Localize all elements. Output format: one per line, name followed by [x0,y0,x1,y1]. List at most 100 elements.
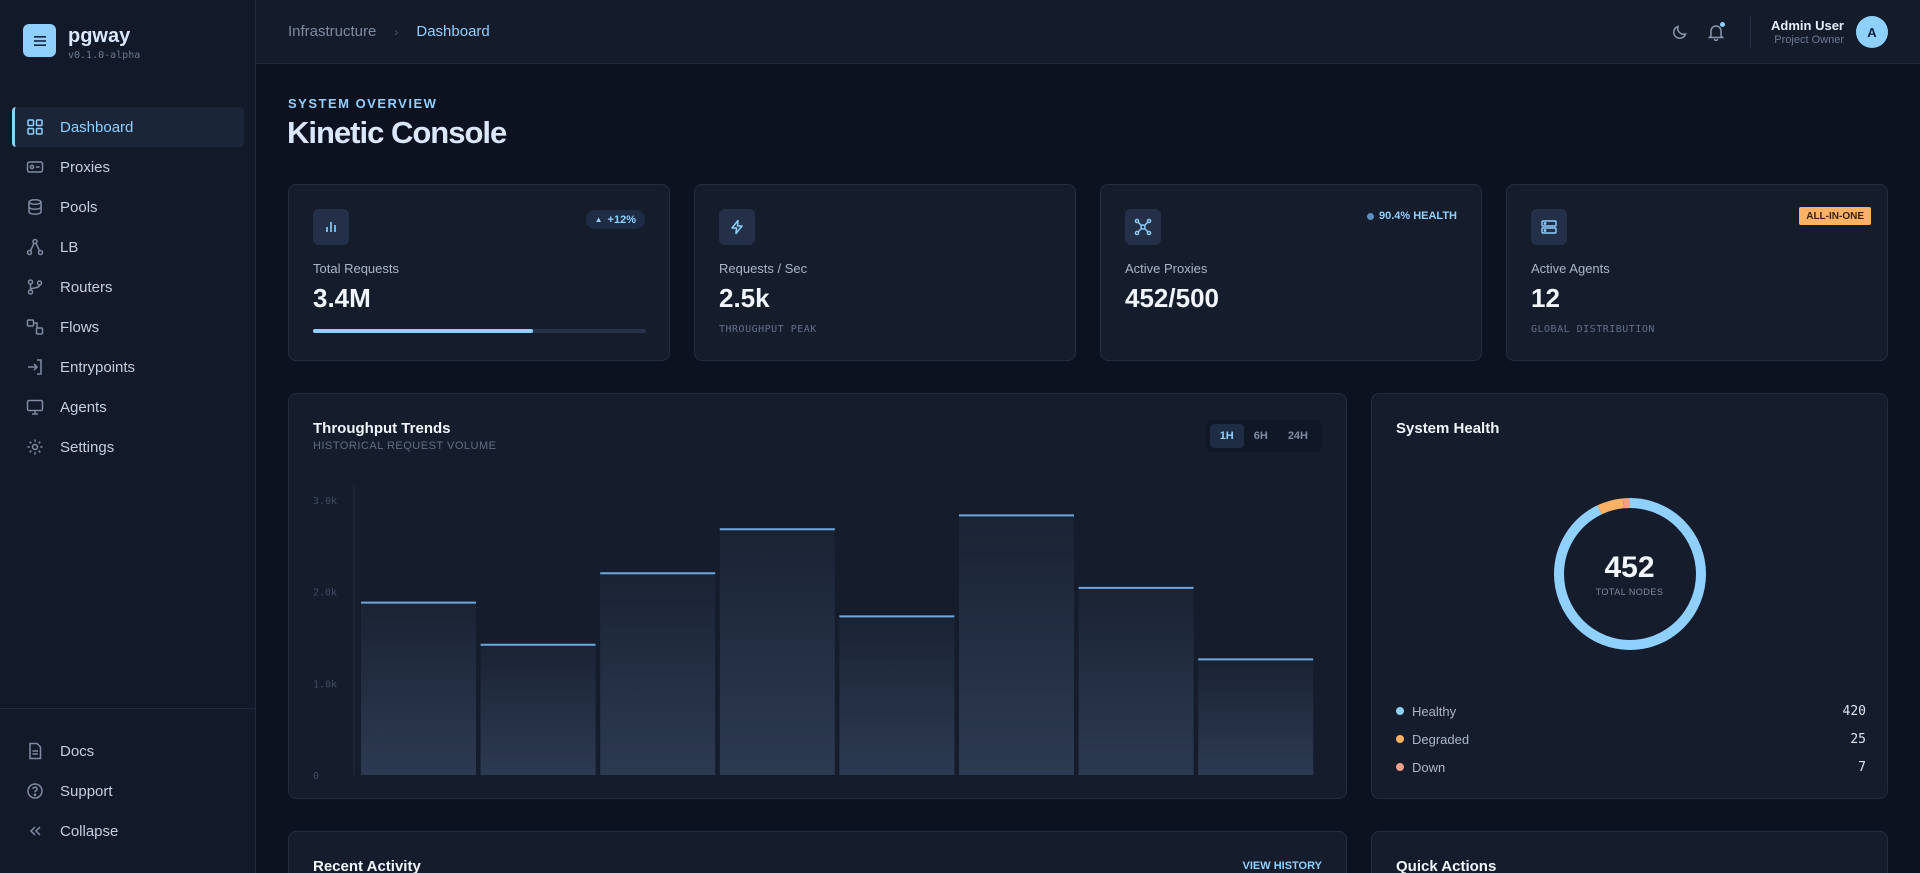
collapse-button[interactable]: Collapse [12,811,243,851]
range-24h-button[interactable]: 24H [1287,430,1308,442]
sidebar-item-label: Flows [60,318,100,336]
throughput-chart: 3.0k 2.0k 1.0k 0 [313,486,1314,782]
stat-card-active-agents: ALL-IN-ONE Active Agents 12 GLOBAL DISTR… [1506,184,1888,361]
proxy-icon [26,158,44,176]
stat-card-total-requests: ▲ +12% Total Requests 3.4M [288,184,670,361]
trend-badge: ▲ +12% [585,210,645,229]
brand[interactable]: pgway v0.1.0-alpha [23,24,140,61]
sidebar-item-label: Settings [60,438,115,456]
document-icon [26,742,44,760]
flow-icon [26,318,44,336]
chart-bar[interactable] [480,644,596,775]
notification-dot [1720,22,1726,27]
sidebar-item-proxies[interactable]: Proxies [12,147,244,187]
chart-bar[interactable] [1198,659,1314,775]
system-health-card: System Health 452 TOTAL NODES Healthy 42… [1371,393,1888,799]
server-icon [1531,209,1567,245]
support-link[interactable]: Support [12,771,243,811]
sidebar-item-label: LB [60,238,79,256]
total-nodes-value: 452 [1604,551,1655,584]
legend-value: 420 [1842,703,1866,719]
legend-label: Degraded [1412,731,1470,747]
help-icon [26,782,44,800]
stat-value: 12 [1531,283,1560,313]
login-icon [26,358,44,376]
monitor-icon [26,398,44,416]
docs-label: Docs [60,742,95,760]
sidebar-item-settings[interactable]: Settings [12,427,244,467]
chart-bar[interactable] [361,602,476,775]
card-title: Recent Activity [313,858,421,873]
breadcrumb-infrastructure[interactable]: Infrastructure [288,23,377,40]
breadcrumb-separator-icon: › [394,24,399,39]
breadcrumb-dashboard[interactable]: Dashboard [416,23,490,40]
chart-bar[interactable] [719,529,835,775]
sidebar-item-pools[interactable]: Pools [12,187,244,227]
sidebar-item-flows[interactable]: Flows [12,307,244,347]
chart-bar[interactable] [959,515,1074,775]
network-icon [26,238,44,256]
sidebar-item-label: Routers [60,278,113,296]
y-tick-label: 3.0k [313,496,337,507]
legend-value: 25 [1850,731,1866,747]
sidebar-item-label: Dashboard [60,118,134,136]
stat-label: Active Agents [1531,261,1610,276]
stat-card-requests-per-sec: Requests / Sec 2.5k THROUGHPUT PEAK [694,184,1076,361]
health-donut-chart [1554,498,1706,650]
bar-chart-icon [313,209,349,245]
sidebar-item-label: Entrypoints [60,358,136,376]
sidebar-item-lb[interactable]: LB [12,227,244,267]
health-badge: 90.4% HEALTH [1366,210,1457,222]
collapse-label: Collapse [60,822,119,840]
legend-value: 7 [1858,759,1866,775]
app-version: v0.1.0-alpha [68,50,141,61]
healthy-dot [1396,707,1404,715]
stat-value: 2.5k [719,283,770,313]
chevrons-left-icon [26,822,44,840]
user-role: Project Owner [1774,34,1844,46]
stat-value: 452/500 [1125,283,1219,313]
range-1h-button[interactable]: 1H [1209,424,1244,448]
stat-card-active-proxies: 90.4% HEALTH Active Proxies 452/500 [1100,184,1482,361]
chart-bar[interactable] [1078,587,1194,775]
trend-value: +12% [607,213,636,226]
card-title: Quick Actions [1396,858,1497,873]
chart-bar[interactable] [839,616,955,775]
sidebar-item-routers[interactable]: Routers [12,267,244,307]
stat-label: Active Proxies [1125,261,1208,276]
user-info[interactable]: Admin User Project Owner [1771,18,1844,46]
legend-healthy: Healthy 420 [1396,701,1866,721]
legend-label: Down [1412,759,1446,775]
total-nodes-label: TOTAL NODES [1595,587,1664,597]
legend-label: Healthy [1412,703,1457,719]
moon-icon[interactable] [1668,20,1692,44]
legend-degraded: Degraded 25 [1396,729,1866,749]
header-divider [1750,16,1752,48]
degraded-dot [1396,735,1404,743]
sidebar-item-entrypoints[interactable]: Entrypoints [12,347,244,387]
breadcrumb: Infrastructure › Dashboard [288,23,490,40]
sidebar-item-dashboard[interactable]: Dashboard [12,107,244,147]
sidebar-nav: Dashboard Proxies Pools LB Routers Flows… [12,107,244,467]
donut-segment-down[interactable] [1554,498,1706,650]
nodes-icon [1125,209,1161,245]
y-tick-label: 0 [313,771,319,782]
gear-icon [26,438,44,456]
sidebar-item-agents[interactable]: Agents [12,387,244,427]
sidebar-item-label: Proxies [60,158,111,176]
sidebar: pgway v0.1.0-alpha Dashboard Proxies Poo… [0,0,256,873]
user-name: Admin User [1771,18,1844,33]
view-history-link[interactable]: VIEW HISTORY [1242,860,1322,872]
chart-bar[interactable] [600,573,716,775]
support-label: Support [60,782,113,800]
bell-icon[interactable] [1704,20,1728,44]
avatar[interactable]: A [1856,16,1888,48]
sidebar-item-label: Agents [60,398,107,416]
throughput-card: 3.0k 2.0k 1.0k 0 Throughput Trends HISTORIC… [288,393,1347,799]
all-in-one-badge: ALL-IN-ONE [1799,207,1871,225]
docs-link[interactable]: Docs [12,731,243,771]
range-6h-button[interactable]: 6H [1253,430,1268,442]
y-tick-label: 2.0k [313,588,337,599]
top-header: Infrastructure › Dashboard Admin User Pr… [256,0,1920,64]
quick-actions-card: Quick Actions [1371,831,1888,873]
